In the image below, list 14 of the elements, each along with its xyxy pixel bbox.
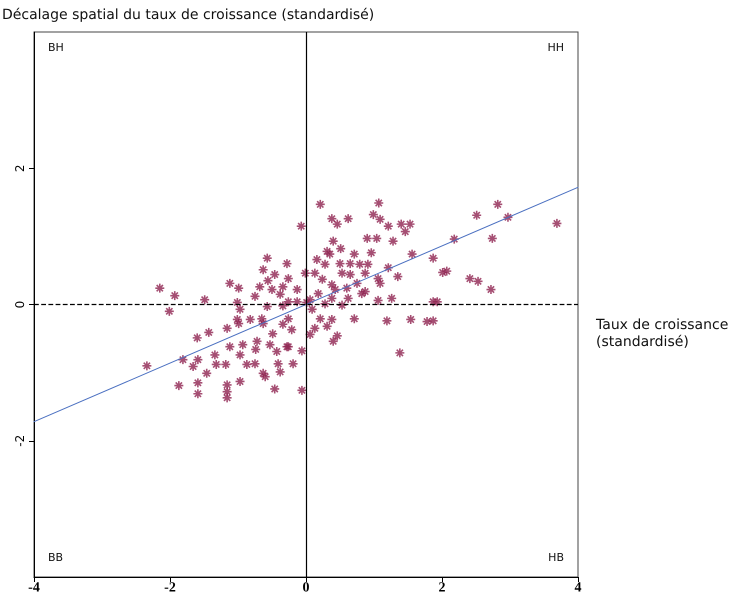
x-tick-label: 2	[438, 580, 446, 596]
annotation: HB	[548, 551, 564, 564]
x-tick-label: -4	[28, 580, 40, 596]
y-tick-label: 2	[13, 164, 27, 172]
y-axis-title: Décalage spatial du taux de croissance (standardisé)	[2, 7, 374, 23]
x-tick-label: -2	[164, 580, 176, 596]
y-tick-label: -2	[13, 434, 27, 447]
x-tick-label: 0	[302, 580, 310, 596]
annotation: HH	[547, 41, 564, 54]
annotation: BH	[48, 41, 64, 54]
y-tick-label: 0	[13, 300, 27, 308]
x-tick-label: 4	[574, 580, 582, 596]
annotation: BB	[48, 551, 64, 564]
x-axis-title: Taux de croissance (standardisé)	[595, 317, 733, 350]
